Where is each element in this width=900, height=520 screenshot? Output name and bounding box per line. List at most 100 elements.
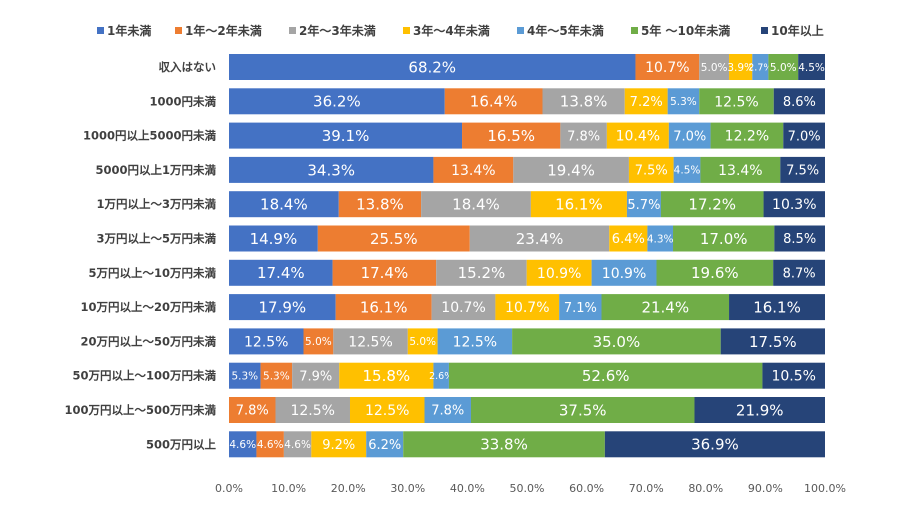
bar-segment-series-5 — [437, 328, 513, 355]
data-label-series-1: 5.3% — [231, 370, 258, 382]
data-label-series-6: 5.0% — [770, 62, 797, 74]
bar-segment-series-5 — [667, 88, 700, 115]
x-tick-label: 70.0% — [629, 482, 664, 495]
data-label-series-4: 9.2% — [322, 438, 355, 453]
bar-segment-series-4 — [407, 328, 438, 355]
data-label-series-4: 5.0% — [409, 336, 436, 348]
bar-segment-series-3 — [292, 362, 340, 389]
bar-segment-series-6 — [768, 54, 799, 80]
data-label-series-3: 12.5% — [290, 403, 334, 419]
data-label-series-1: 12.5% — [244, 334, 288, 350]
bar-segment-series-2 — [260, 362, 293, 389]
bar-segment-series-4 — [526, 259, 592, 286]
data-label-series-5: 6.2% — [368, 438, 401, 453]
data-label-series-4: 7.5% — [635, 164, 668, 179]
x-tick-label: 100.0% — [804, 482, 846, 495]
bar-segment-series-3 — [275, 397, 350, 423]
data-label-series-3: 15.2% — [458, 264, 506, 282]
data-label-series-6: 12.5% — [714, 94, 758, 110]
bar-segment-series-1 — [229, 259, 333, 286]
data-label-series-6: 52.6% — [582, 367, 630, 385]
data-label-series-5: 12.5% — [453, 334, 497, 350]
bar-segment-series-3 — [513, 156, 629, 183]
x-tick-label: 80.0% — [688, 482, 723, 495]
bar-segment-series-7 — [780, 156, 825, 183]
data-label-series-4: 16.1% — [555, 196, 603, 214]
bar-segment-series-6 — [656, 259, 774, 286]
category-label: 100万円以上～500万円未満 — [64, 403, 216, 417]
legend-swatch-series-4 — [403, 27, 410, 34]
data-label-series-1: 36.2% — [313, 93, 361, 111]
bar-segment-series-6 — [403, 431, 605, 458]
bar-segment-series-4 — [339, 362, 434, 389]
data-label-series-4: 10.9% — [537, 266, 581, 282]
data-label-series-3: 13.8% — [560, 93, 608, 111]
bar-segment-series-6 — [700, 156, 781, 183]
bar-segment-series-3 — [283, 431, 312, 458]
bar-segment-series-7 — [773, 88, 825, 115]
data-label-series-7: 8.5% — [783, 232, 816, 247]
data-label-series-2: 25.5% — [370, 230, 418, 248]
data-label-series-4: 10.7% — [505, 300, 549, 316]
data-label-series-5: 7.8% — [431, 404, 464, 419]
data-label-series-6: 33.8% — [480, 436, 528, 454]
data-label-series-4: 7.2% — [630, 95, 663, 110]
data-label-series-6: 19.6% — [691, 264, 739, 282]
bar-segment-series-5 — [673, 156, 701, 183]
bar-segment-series-7 — [604, 431, 825, 458]
data-label-series-7: 7.5% — [786, 164, 819, 179]
data-label-series-2: 16.4% — [470, 93, 518, 111]
data-label-series-7: 17.5% — [749, 333, 797, 351]
category-label: 3万円以上～5万円未満 — [96, 232, 216, 246]
legend-swatch-series-5 — [517, 27, 524, 34]
bar-segment-series-1 — [229, 225, 318, 252]
data-label-series-2: 10.7% — [645, 60, 689, 76]
data-label-series-4: 6.4% — [612, 232, 645, 247]
bar-segment-series-1 — [229, 294, 336, 321]
bar-segment-series-1 — [229, 156, 434, 183]
data-label-series-3: 18.4% — [452, 196, 500, 214]
data-label-series-1: 18.4% — [260, 196, 308, 214]
bar-segment-series-2 — [303, 328, 334, 355]
bar-segment-series-6 — [470, 397, 695, 423]
bar-segment-series-1 — [229, 122, 463, 149]
category-label: 50万円以上～100万円未満 — [72, 369, 216, 383]
data-label-series-5: 2.6% — [429, 371, 453, 382]
bar-segment-series-1 — [229, 88, 445, 115]
data-label-series-6: 37.5% — [559, 401, 607, 419]
data-label-series-7: 10.5% — [771, 369, 815, 385]
x-tick-label: 40.0% — [450, 482, 485, 495]
data-label-series-3: 4.6% — [284, 439, 311, 451]
bar-segment-series-3 — [333, 328, 408, 355]
legend-label-series-3: 2年～3年未満 — [299, 23, 376, 38]
category-label: 1000円以上5000円未満 — [83, 129, 217, 143]
bar-segment-series-2 — [335, 294, 432, 321]
bar-segment-series-5 — [752, 54, 769, 80]
bar-segment-series-3 — [431, 294, 496, 321]
bar-segment-series-7 — [729, 294, 825, 321]
bar-segment-series-6 — [673, 225, 775, 252]
bar-segment-series-1 — [229, 431, 257, 458]
data-label-series-3: 23.4% — [516, 230, 564, 248]
bar-segment-series-4 — [624, 88, 668, 115]
data-label-series-5: 4.5% — [674, 165, 701, 177]
bar-segment-series-1 — [229, 328, 304, 355]
data-label-series-5: 10.9% — [602, 266, 646, 282]
bar-segment-series-7 — [720, 328, 825, 355]
category-axis-labels: 収入はない 1000円未満 1000円以上5000円未満 5000円以上1万円未満 1万… — [64, 60, 216, 451]
category-label: 1000円未満 — [149, 94, 216, 108]
value-axis-ticks: 0.0% 10.0% 20.0% 30.0% 40.0% 50.0% 60.0% 70.0% 8… — [215, 482, 846, 495]
data-label-series-3: 12.5% — [348, 334, 392, 350]
bar-segment-series-1 — [229, 362, 261, 389]
bar-segment-series-7 — [774, 225, 825, 252]
bar-segment-series-4 — [530, 191, 627, 218]
data-label-series-4: 10.4% — [616, 129, 660, 145]
data-label-series-6: 21.4% — [641, 299, 689, 317]
data-label-series-5: 7.0% — [673, 129, 706, 144]
bar-segment-series-6 — [601, 294, 730, 321]
x-tick-label: 0.0% — [215, 482, 243, 495]
chart-legend: 1年未満 1年～2年未満 2年～3年未満 3年～4年未満 4年～5年未満 5年 ～10年未… — [97, 23, 824, 38]
data-label-series-4: 12.5% — [365, 403, 409, 419]
bar-segment-series-6 — [660, 191, 764, 218]
